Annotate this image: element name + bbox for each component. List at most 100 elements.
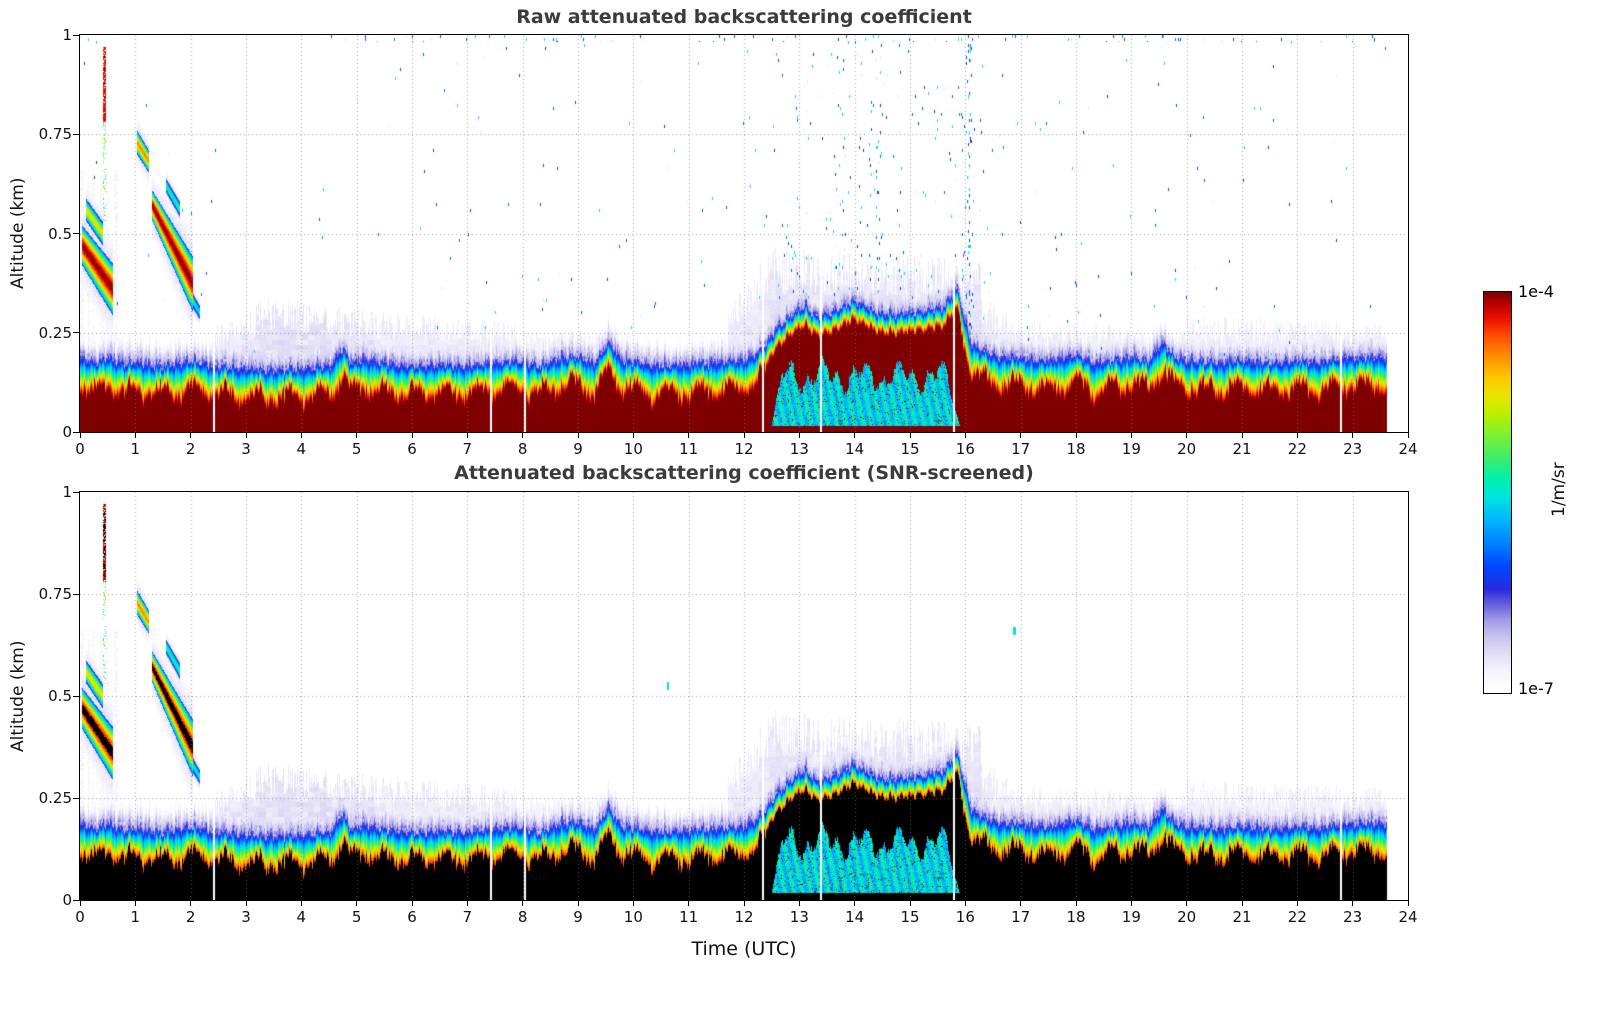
x-tick-label: 18	[1066, 908, 1086, 926]
y-axis-tick	[73, 332, 79, 334]
x-axis-tick	[688, 433, 690, 438]
x-tick-label: 22	[1287, 440, 1307, 458]
x-tick-label: 18	[1066, 440, 1086, 458]
x-tick-label: 15	[900, 440, 920, 458]
y-tick-label: 0.25	[38, 323, 72, 342]
x-tick-label: 17	[1011, 440, 1031, 458]
x-tick-label: 0	[75, 440, 85, 458]
x-tick-label: 3	[241, 908, 251, 926]
x-tick-label: 10	[623, 440, 643, 458]
x-tick-label: 19	[1121, 440, 1141, 458]
x-axis-tick	[300, 433, 302, 438]
x-axis-tick	[1352, 433, 1354, 438]
y-axis-tick	[73, 34, 79, 36]
x-axis-tick	[632, 433, 634, 438]
screened-heatmap-canvas	[80, 492, 1408, 900]
x-tick-label: 24	[1398, 440, 1418, 458]
x-axis-tick	[743, 901, 745, 906]
y-axis-label-top: Altitude (km)	[8, 177, 28, 289]
x-axis-tick	[522, 901, 524, 906]
x-tick-label: 6	[407, 440, 417, 458]
x-axis-tick	[1020, 433, 1022, 438]
x-axis-tick	[1407, 433, 1409, 438]
y-tick-label: 0	[62, 891, 72, 909]
x-tick-label: 1	[130, 908, 141, 926]
x-axis-tick	[1241, 433, 1243, 438]
x-tick-label: 8	[517, 440, 528, 458]
x-axis-tick	[1075, 901, 1077, 906]
x-tick-label: 12	[734, 440, 754, 458]
x-tick-label: 9	[573, 908, 583, 926]
x-axis-tick	[964, 433, 966, 438]
x-tick-label: 13	[789, 908, 809, 926]
x-tick-label: 11	[679, 440, 699, 458]
x-axis-tick	[134, 901, 136, 906]
y-tick-label: 0.75	[38, 585, 72, 603]
y-axis-tick	[73, 431, 79, 433]
y-axis-label-bottom: Altitude (km)	[8, 640, 28, 752]
x-axis-tick	[1407, 901, 1409, 906]
x-axis-tick	[466, 901, 468, 906]
x-tick-label: 6	[407, 908, 417, 926]
y-tick-label: 0.5	[48, 687, 72, 705]
y-tick-label: 0.25	[38, 789, 72, 807]
x-tick-label: 12	[734, 908, 754, 926]
screened-panel-title: Attenuated backscattering coefficient (S…	[454, 462, 1034, 484]
x-tick-label: 4	[296, 908, 307, 926]
x-axis-tick	[964, 901, 966, 906]
x-tick-label: 19	[1121, 908, 1141, 926]
y-axis-tick	[73, 797, 79, 799]
x-axis-tick	[79, 901, 81, 906]
x-tick-label: 22	[1287, 908, 1307, 926]
raw-heatmap-canvas	[80, 35, 1408, 432]
x-tick-label: 14	[845, 908, 865, 926]
x-tick-label: 16	[955, 440, 975, 458]
x-tick-label: 8	[517, 908, 528, 926]
colorbar-units-label: 1/m/sr	[1549, 462, 1569, 518]
x-axis-tick	[1186, 433, 1188, 438]
x-axis-tick	[1296, 901, 1298, 906]
colorbar-max-label: 1e-4	[1518, 282, 1554, 301]
y-axis-tick	[73, 593, 79, 595]
x-axis-label: Time (UTC)	[691, 938, 797, 960]
x-axis-tick	[743, 433, 745, 438]
x-tick-label: 13	[789, 440, 809, 458]
x-tick-label: 24	[1398, 908, 1418, 926]
x-axis-tick	[411, 433, 413, 438]
x-axis-tick	[577, 433, 579, 438]
colorbar	[1483, 291, 1512, 694]
x-tick-label: 1	[130, 440, 141, 458]
x-axis-tick	[632, 901, 634, 906]
raw-panel-title: Raw attenuated backscattering coefficien…	[516, 6, 972, 28]
x-tick-label: 0	[75, 908, 85, 926]
y-tick-label: 1	[62, 483, 72, 501]
x-axis-tick	[356, 433, 358, 438]
x-axis-tick	[1296, 433, 1298, 438]
x-tick-label: 2	[185, 440, 196, 458]
x-tick-label: 16	[955, 908, 975, 926]
y-axis-tick	[73, 133, 79, 135]
x-axis-tick	[798, 901, 800, 906]
y-axis-tick	[73, 899, 79, 901]
x-tick-label: 20	[1177, 440, 1197, 458]
y-tick-label: 0.5	[48, 224, 72, 243]
x-axis-tick	[190, 901, 192, 906]
x-tick-label: 17	[1011, 908, 1031, 926]
x-axis-tick	[1130, 433, 1132, 438]
x-axis-tick	[411, 901, 413, 906]
colorbar-gradient	[1484, 292, 1511, 689]
y-axis-tick	[73, 695, 79, 697]
raw-heatmap-plot	[79, 34, 1409, 433]
x-axis-tick	[854, 901, 856, 906]
x-axis-tick	[1186, 901, 1188, 906]
x-axis-tick	[577, 901, 579, 906]
y-tick-label: 1	[62, 26, 72, 44]
x-tick-label: 23	[1343, 908, 1363, 926]
x-axis-tick	[1020, 901, 1022, 906]
x-tick-label: 15	[900, 908, 920, 926]
x-tick-label: 7	[462, 908, 473, 926]
x-tick-label: 14	[845, 440, 865, 458]
x-tick-label: 9	[573, 440, 583, 458]
x-axis-tick	[190, 433, 192, 438]
y-tick-label: 0	[62, 423, 72, 441]
